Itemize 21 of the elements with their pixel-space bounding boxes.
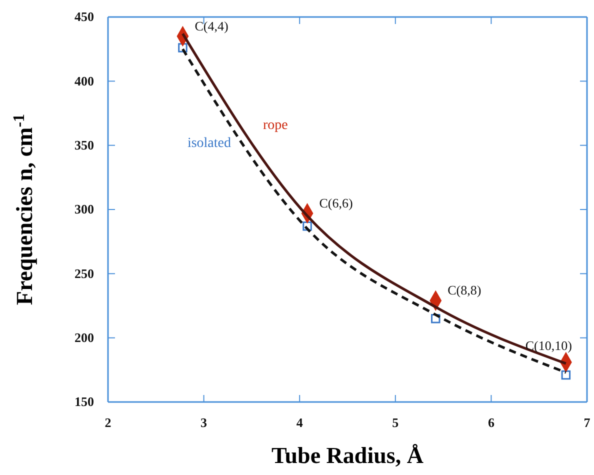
y-tick-label: 300 bbox=[74, 202, 94, 217]
x-tick-label: 4 bbox=[296, 415, 304, 430]
annotation: C(6,6) bbox=[319, 195, 353, 210]
y-tick-label: 250 bbox=[74, 266, 94, 281]
x-tick-label: 6 bbox=[488, 415, 495, 430]
text: isolated bbox=[187, 136, 231, 151]
y-tick-label: 400 bbox=[74, 73, 94, 88]
annotation: C(10,10) bbox=[525, 338, 572, 354]
x-tick-label: 2 bbox=[104, 415, 112, 430]
x-tick-label: 5 bbox=[392, 415, 400, 430]
annotation: C(4,4) bbox=[194, 18, 228, 34]
y-tick-label: 150 bbox=[74, 394, 94, 410]
x-tick-label: 3 bbox=[200, 415, 208, 430]
point bbox=[561, 370, 571, 380]
y-tick-label: 200 bbox=[74, 330, 94, 345]
y-tick-label: 450 bbox=[74, 9, 94, 24]
x-tick-label: 7 bbox=[584, 415, 591, 430]
x-axis-title: Tube Radius, Å bbox=[272, 443, 424, 468]
y-tick-label: 350 bbox=[74, 137, 94, 152]
annotation: C(8,8) bbox=[448, 282, 482, 298]
text: rope bbox=[262, 118, 288, 133]
